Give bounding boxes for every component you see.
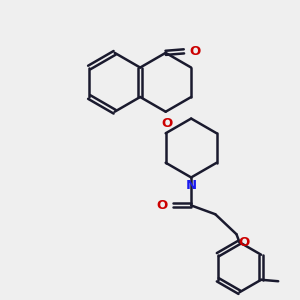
Text: N: N [186,179,197,192]
Text: O: O [189,45,200,58]
Text: O: O [238,236,249,249]
Text: O: O [161,117,173,130]
Text: O: O [156,199,168,212]
